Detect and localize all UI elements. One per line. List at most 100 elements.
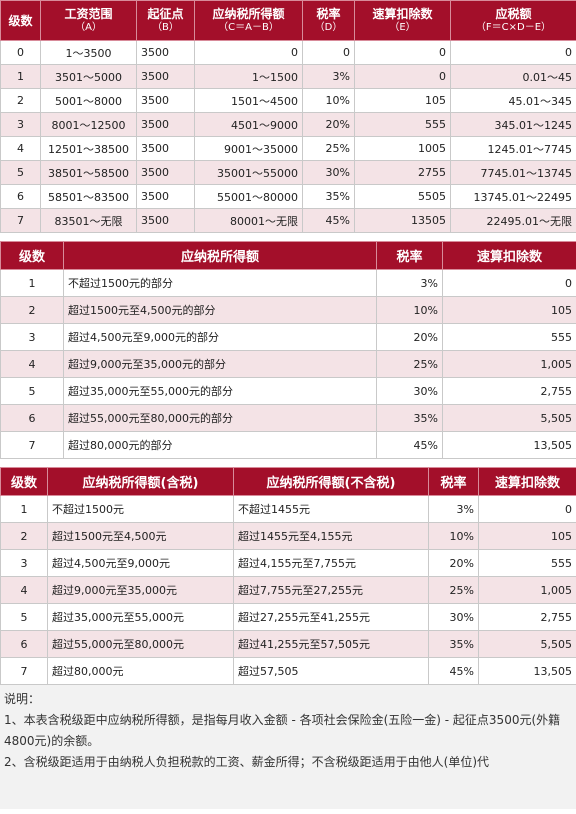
table-cell: 超过9,000元至35,000元的部分 <box>63 350 377 378</box>
table-cell: 不超过1500元的部分 <box>63 269 377 297</box>
table-cell: 超过55,000元至80,000元的部分 <box>63 404 377 432</box>
table-cell: 超过9,000元至35,000元 <box>47 576 234 604</box>
table-cell: 5001～8000 <box>40 88 137 113</box>
table-cell: 5505 <box>354 184 451 209</box>
table-cell: 30% <box>302 160 355 185</box>
column-header-title: 速算扣除数 <box>372 6 433 21</box>
table-row: 5 38501～58500 3500 35001～55000 30% 2755 7745.0… <box>0 160 576 185</box>
table-cell: 58501～83500 <box>40 184 137 209</box>
table-row: 7 超过80,000元的部分 45% 13,505 <box>0 431 576 459</box>
table-cell: 1 <box>0 495 48 523</box>
table-cell: 12501～38500 <box>40 136 137 161</box>
table-cell: 不超过1455元 <box>233 495 429 523</box>
table-cell: 38501～58500 <box>40 160 137 185</box>
table-cell: 35001～55000 <box>194 160 303 185</box>
table-cell: 10% <box>302 88 355 113</box>
table-cell: 超过35,000元至55,000元的部分 <box>63 377 377 405</box>
table-cell: 2,755 <box>478 603 576 631</box>
column-header-title: 应税额 <box>495 6 532 21</box>
table-cell: 1～3500 <box>40 40 137 65</box>
table-cell: 345.01～1245 <box>450 112 576 137</box>
table-row: 7 超过80,000元 超过57,505 45% 13,505 <box>0 657 576 685</box>
column-header: 税率 <box>376 241 443 270</box>
table-row: 6 超过55,000元至80,000元 超过41,255元至57,505元 35% 5,… <box>0 630 576 658</box>
table-cell: 超过27,255元至41,255元 <box>233 603 429 631</box>
column-header: 应纳税所得额 （C＝A－B） <box>194 0 303 41</box>
column-header-formula: （F＝C×D－E） <box>475 21 552 33</box>
table-row: 3 8001～12500 3500 4501～9000 20% 555 345.01～124… <box>0 112 576 137</box>
column-header: 工资范围 （A） <box>40 0 137 41</box>
table-cell: 0 <box>478 495 576 523</box>
table-cell: 超过80,000元的部分 <box>63 431 377 459</box>
table-cell: 2 <box>0 522 48 550</box>
table-cell: 3 <box>0 112 41 137</box>
column-header-title: 税率 <box>316 6 341 21</box>
table-cell: 1,005 <box>478 576 576 604</box>
table-cell: 5 <box>0 603 48 631</box>
table-cell: 7 <box>0 657 48 685</box>
table-cell: 3 <box>0 323 64 351</box>
table-cell: 1 <box>0 64 41 89</box>
table-cell: 超过57,505 <box>233 657 429 685</box>
table-cell: 1501～4500 <box>194 88 303 113</box>
table-cell: 20% <box>376 323 443 351</box>
table-cell: 7 <box>0 431 64 459</box>
column-header-formula: （E） <box>389 21 416 33</box>
column-header: 级数 <box>0 241 64 270</box>
table-cell: 45% <box>302 208 355 233</box>
table-cell: 25% <box>428 576 479 604</box>
table-row: 5 超过35,000元至55,000元 超过27,255元至41,255元 30% 2,… <box>0 603 576 631</box>
table-cell: 1,005 <box>442 350 576 378</box>
table-row: 1 不超过1500元 不超过1455元 3% 0 <box>0 495 576 523</box>
column-header: 应纳税所得额(含税) <box>47 467 234 496</box>
table-cell: 3500 <box>136 184 195 209</box>
column-header-title: 级数 <box>8 13 33 28</box>
table-row: 6 超过55,000元至80,000元的部分 35% 5,505 <box>0 404 576 432</box>
column-header: 应税额 （F＝C×D－E） <box>450 0 576 41</box>
table-row: 0 1～3500 3500 0 0 0 0 <box>0 40 576 65</box>
column-header-formula: （D） <box>314 21 343 33</box>
table-cell: 4 <box>0 350 64 378</box>
table-cell: 25% <box>302 136 355 161</box>
table-cell: 0 <box>450 40 576 65</box>
table-cell: 超过1500元至4,500元 <box>47 522 234 550</box>
column-header: 速算扣除数 <box>442 241 576 270</box>
table-cell: 555 <box>478 549 576 577</box>
table-cell: 3500 <box>136 160 195 185</box>
table-row: 6 58501～83500 3500 55001～80000 35% 5505 13745.… <box>0 184 576 209</box>
column-header: 税率 <box>428 467 479 496</box>
table-cell: 0.01～45 <box>450 64 576 89</box>
tax-rate-table: 级数 应纳税所得额 税率 速算扣除数 1 不超过1500元的部分 3% 0 2 超过1500元至… <box>0 241 576 459</box>
table-cell: 3% <box>428 495 479 523</box>
table-cell: 25% <box>376 350 443 378</box>
table-row: 2 超过1500元至4,500元 超过1455元至4,155元 10% 105 <box>0 522 576 550</box>
table-cell: 2,755 <box>442 377 576 405</box>
table-row: 4 超过9,000元至35,000元 超过7,755元至27,255元 25% 1,00… <box>0 576 576 604</box>
table-cell: 3500 <box>136 136 195 161</box>
table-cell: 超过7,755元至27,255元 <box>233 576 429 604</box>
table-cell: 3500 <box>136 88 195 113</box>
column-header: 速算扣除数 <box>478 467 576 496</box>
table-cell: 3% <box>302 64 355 89</box>
table-cell: 30% <box>376 377 443 405</box>
table-cell: 80001～无限 <box>194 208 303 233</box>
column-header-title: 起征点 <box>147 6 184 21</box>
table-cell: 13505 <box>354 208 451 233</box>
table-cell: 2 <box>0 296 64 324</box>
note-item-1: 1、本表含税级距中应纳税所得额，是指每月收入金额 - 各项社会保险金(五险一金)… <box>4 713 561 748</box>
table-cell: 4 <box>0 136 41 161</box>
table-cell: 35% <box>428 630 479 658</box>
table-cell: 3 <box>0 549 48 577</box>
table-cell: 3500 <box>136 64 195 89</box>
table-cell: 20% <box>302 112 355 137</box>
table-cell: 10% <box>428 522 479 550</box>
column-header: 级数 <box>0 0 41 41</box>
table-cell: 1 <box>0 269 64 297</box>
table-cell: 3500 <box>136 208 195 233</box>
table-row: 4 超过9,000元至35,000元的部分 25% 1,005 <box>0 350 576 378</box>
table-cell: 30% <box>428 603 479 631</box>
column-header: 速算扣除数 （E） <box>354 0 451 41</box>
table-row: 3 超过4,500元至9,000元的部分 20% 555 <box>0 323 576 351</box>
table-cell: 9001～35000 <box>194 136 303 161</box>
table-row: 2 超过1500元至4,500元的部分 10% 105 <box>0 296 576 324</box>
